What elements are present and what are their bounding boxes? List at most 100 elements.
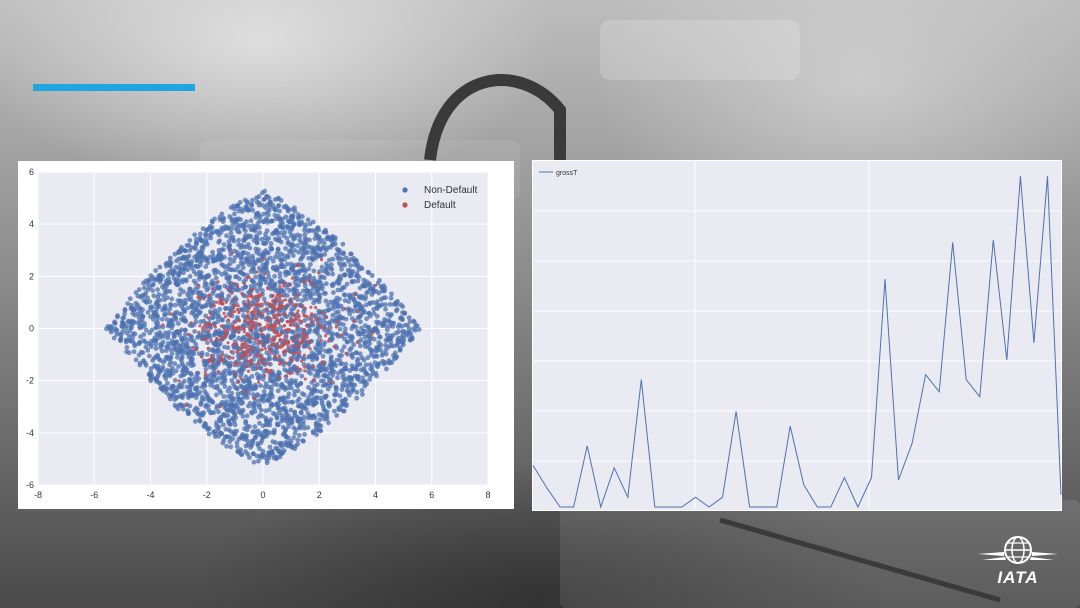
point-default	[303, 377, 307, 381]
point-non-default	[124, 345, 130, 350]
point-non-default	[279, 224, 285, 230]
point-non-default	[205, 285, 211, 291]
point-non-default	[277, 271, 283, 276]
point-non-default	[152, 277, 158, 283]
point-non-default	[136, 315, 142, 320]
point-default	[213, 323, 217, 327]
point-default	[264, 367, 268, 371]
point-non-default	[194, 263, 199, 269]
point-default	[273, 325, 277, 329]
point-non-default	[182, 378, 187, 384]
point-default	[296, 263, 300, 267]
point-non-default	[232, 255, 238, 260]
point-default	[277, 299, 281, 303]
point-default	[215, 336, 219, 340]
point-non-default	[355, 356, 361, 362]
globe-wings-icon	[978, 536, 1058, 564]
point-non-default	[167, 263, 173, 269]
point-non-default	[235, 203, 241, 208]
point-non-default	[176, 364, 181, 369]
point-non-default	[302, 232, 308, 238]
point-non-default	[207, 297, 213, 303]
point-non-default	[245, 451, 251, 457]
point-non-default	[219, 399, 225, 405]
point-non-default	[153, 346, 159, 351]
point-non-default	[153, 341, 159, 347]
point-default	[332, 345, 336, 349]
point-default	[277, 354, 281, 358]
point-non-default	[270, 410, 276, 416]
point-non-default	[217, 388, 223, 393]
point-default	[246, 359, 250, 364]
point-non-default	[277, 208, 282, 214]
point-non-default	[224, 323, 230, 329]
point-non-default	[343, 326, 348, 332]
point-non-default	[306, 385, 311, 390]
point-non-default	[315, 326, 321, 332]
point-non-default	[124, 349, 129, 355]
point-non-default	[272, 254, 278, 260]
point-non-default	[190, 299, 196, 305]
point-default	[276, 306, 280, 310]
point-non-default	[172, 251, 178, 257]
point-default	[247, 317, 251, 321]
point-non-default	[221, 437, 227, 443]
point-non-default	[272, 381, 277, 387]
point-non-default	[326, 402, 332, 408]
point-non-default	[189, 359, 195, 365]
point-non-default	[185, 305, 191, 311]
point-non-default	[362, 281, 368, 286]
point-non-default	[289, 417, 294, 423]
point-non-default	[232, 431, 238, 437]
point-default	[297, 352, 301, 356]
point-non-default	[135, 311, 141, 317]
point-non-default	[318, 347, 324, 353]
point-non-default	[192, 254, 198, 260]
point-non-default	[242, 233, 248, 238]
point-non-default	[301, 414, 307, 420]
point-non-default	[349, 316, 355, 321]
point-non-default	[205, 340, 210, 346]
point-non-default	[388, 295, 394, 301]
point-default	[268, 347, 272, 351]
point-default	[274, 296, 278, 300]
point-non-default	[342, 298, 348, 303]
point-default	[250, 324, 254, 328]
point-default	[230, 251, 234, 255]
point-default	[294, 334, 298, 338]
point-non-default	[251, 459, 257, 465]
point-non-default	[240, 265, 246, 271]
point-default	[208, 359, 212, 364]
point-non-default	[188, 337, 194, 343]
point-non-default	[296, 249, 302, 255]
point-non-default	[254, 371, 260, 377]
point-non-default	[173, 317, 179, 323]
point-non-default	[255, 237, 260, 242]
point-non-default	[257, 285, 263, 291]
point-non-default	[272, 207, 278, 212]
point-non-default	[230, 222, 236, 228]
point-non-default	[224, 275, 230, 281]
point-non-default	[322, 327, 327, 333]
point-non-default	[203, 231, 209, 237]
point-non-default	[262, 429, 268, 434]
point-non-default	[277, 290, 283, 295]
point-non-default	[321, 342, 327, 348]
point-default	[216, 280, 220, 284]
point-default	[356, 309, 360, 313]
point-non-default	[193, 305, 199, 310]
point-non-default	[157, 380, 162, 386]
point-non-default	[166, 276, 172, 281]
point-non-default	[199, 394, 205, 400]
point-default	[335, 320, 339, 324]
point-non-default	[176, 321, 181, 326]
point-non-default	[400, 329, 406, 334]
point-non-default	[232, 206, 237, 212]
point-non-default	[238, 206, 244, 212]
point-non-default	[282, 257, 287, 262]
point-non-default	[230, 234, 236, 240]
point-non-default	[352, 373, 358, 379]
point-non-default	[269, 278, 275, 284]
point-non-default	[209, 218, 215, 224]
point-non-default	[339, 361, 345, 367]
